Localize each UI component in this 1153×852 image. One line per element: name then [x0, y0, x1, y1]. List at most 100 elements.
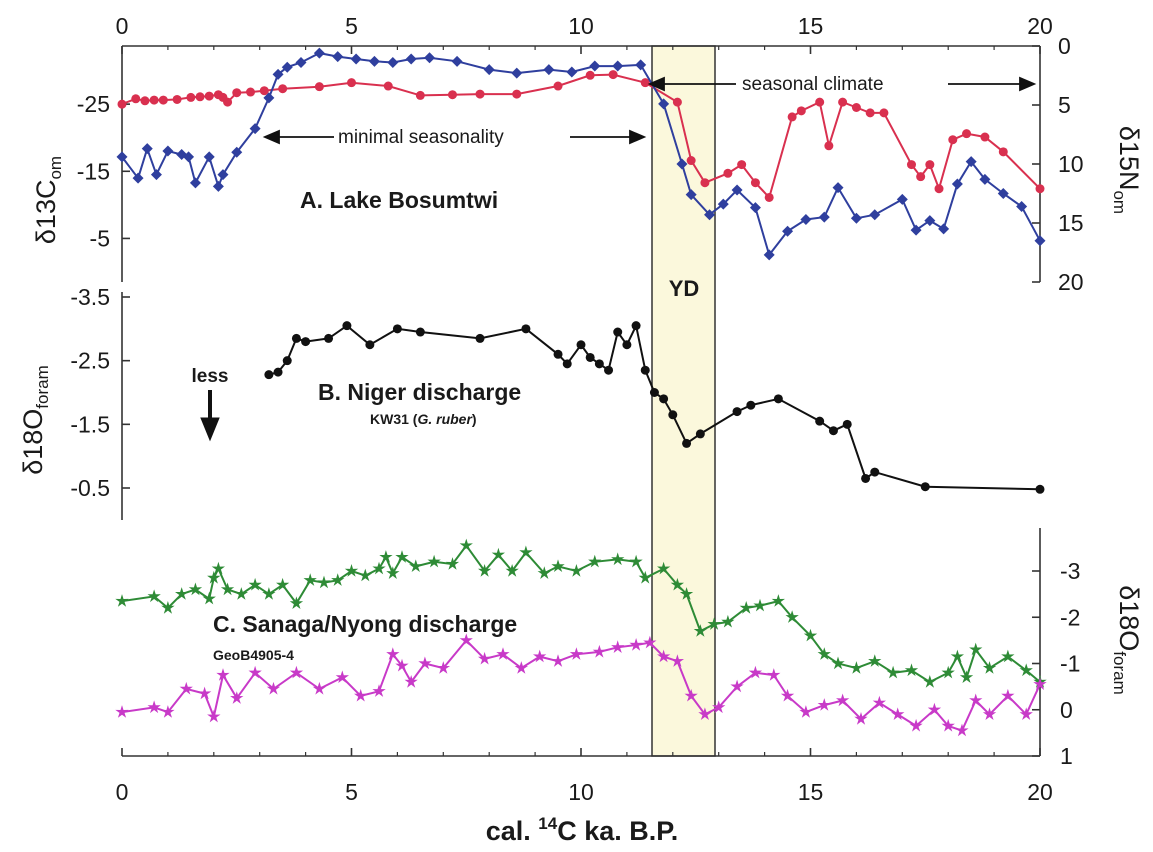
- sanaga-magenta-point: [748, 665, 763, 679]
- d13c-point: [172, 94, 182, 104]
- d15n-point: [150, 169, 162, 181]
- d15n-point: [979, 173, 991, 185]
- niger-point: [773, 394, 783, 404]
- sanaga-green-point: [638, 570, 652, 584]
- sanaga-green-point: [519, 545, 533, 559]
- sanaga-green-point: [982, 661, 997, 674]
- x-tick-label-bottom: 15: [798, 779, 824, 805]
- sanaga-green-point: [161, 601, 175, 614]
- niger-point: [682, 438, 692, 448]
- d15n-point: [212, 180, 224, 192]
- d15n-point: [368, 55, 380, 67]
- d13c-point: [948, 135, 958, 145]
- d15n-point: [483, 64, 495, 76]
- sanaga-magenta-point: [592, 644, 606, 658]
- sanaga-green-point: [1001, 649, 1015, 663]
- niger-point: [562, 359, 572, 369]
- y-tick-label-b: -2.5: [70, 348, 110, 374]
- sanaga-magenta-point: [115, 705, 129, 718]
- sanaga-magenta-point: [909, 718, 923, 732]
- sanaga-magenta-point: [1001, 688, 1015, 702]
- title-sanaga-nyong: C. Sanaga/Nyong discharge: [213, 611, 517, 637]
- sanaga-magenta-point: [1019, 707, 1033, 720]
- sanaga-green-point: [588, 554, 602, 568]
- sanaga-green-point: [445, 557, 460, 570]
- d13c-point: [186, 92, 196, 102]
- d15n-point: [116, 151, 128, 163]
- y-tick-label-a-right: 10: [1058, 151, 1084, 177]
- sanaga-magenta-point: [436, 661, 450, 674]
- d13c-point: [149, 95, 159, 105]
- d15n-point: [231, 146, 243, 158]
- sanaga-green-point: [202, 591, 216, 605]
- sanaga-green-point: [679, 587, 694, 600]
- niger-point: [264, 370, 274, 380]
- d15n-point: [203, 151, 215, 163]
- niger-point: [920, 482, 930, 492]
- y-tick-label-a-right: 15: [1058, 210, 1084, 236]
- sanaga-green-point: [505, 564, 519, 577]
- x-tick-label-top: 15: [798, 13, 824, 39]
- arrow-seasonal-climate: [647, 76, 1037, 92]
- sanaga-magenta-point: [1033, 677, 1047, 690]
- label-less: less: [192, 366, 229, 387]
- sanaga-magenta-point: [643, 635, 657, 649]
- sanaga-green-point: [276, 577, 290, 591]
- d15n-point: [183, 151, 195, 163]
- d15n-point: [704, 209, 716, 221]
- sanaga-green-point: [721, 614, 735, 628]
- d13c-point: [415, 90, 425, 100]
- d13c-point: [815, 97, 825, 107]
- d15n-point: [676, 158, 688, 170]
- d15n-point: [818, 211, 830, 223]
- arrow-less: [200, 390, 220, 442]
- niger-point: [521, 324, 531, 334]
- niger-point: [695, 429, 705, 439]
- niger-point: [324, 333, 334, 343]
- sanaga-magenta-point: [386, 647, 400, 660]
- niger-point: [392, 324, 402, 334]
- sanaga-green-point: [707, 617, 721, 630]
- x-tick-label-top: 20: [1027, 13, 1053, 39]
- d13c-point: [879, 108, 889, 118]
- y-tick-label-a-right: 5: [1058, 92, 1071, 118]
- subtitle-geob: GeoB4905-4: [213, 647, 294, 663]
- d15n-point: [685, 189, 697, 201]
- sanaga-green-point: [569, 564, 584, 577]
- sanaga-green-point: [115, 594, 129, 607]
- y-axis-label-d18o-sanaga: δ18Oforam: [1110, 585, 1144, 695]
- sanaga-green-point: [551, 559, 565, 572]
- sanaga-magenta-point: [836, 693, 850, 707]
- sanaga-green-point: [220, 582, 235, 596]
- d13c-point: [140, 96, 150, 106]
- sanaga-magenta-point: [248, 665, 262, 679]
- d13c-point: [700, 178, 710, 188]
- d13c-point: [737, 160, 747, 170]
- sanaga-green-point: [303, 573, 317, 586]
- x-axis-label: cal. 14C ka. B.P.: [486, 814, 679, 846]
- sanaga-green-point: [886, 665, 900, 679]
- d13c-point: [246, 87, 256, 97]
- sanaga-green-point: [379, 550, 393, 563]
- d13c-point: [1035, 184, 1045, 194]
- d15n-point: [910, 224, 922, 236]
- y-axis-label-d18o-niger: δ18Oforam: [18, 365, 52, 475]
- sanaga-magenta-point: [395, 658, 409, 672]
- sanaga-green-point: [395, 550, 409, 563]
- d15n-point: [951, 178, 963, 190]
- x-tick-label-bottom: 5: [345, 779, 358, 805]
- sanaga-green-point: [478, 564, 492, 577]
- d15n-point: [566, 66, 578, 78]
- sanaga-green-point: [969, 642, 983, 656]
- d15n-point: [1016, 200, 1028, 212]
- d15n-point: [451, 55, 463, 67]
- title-lake-bosumtwi: A. Lake Bosumtwi: [300, 187, 498, 213]
- d13c-point: [916, 172, 926, 182]
- d15n-point: [869, 209, 881, 221]
- sanaga-green-point: [739, 601, 753, 614]
- d15n-point: [295, 57, 307, 69]
- sanaga-magenta-point: [459, 633, 473, 646]
- d13c-point: [723, 168, 733, 178]
- d15n-point: [782, 225, 794, 237]
- y-tick-label-a-right: 0: [1058, 33, 1071, 59]
